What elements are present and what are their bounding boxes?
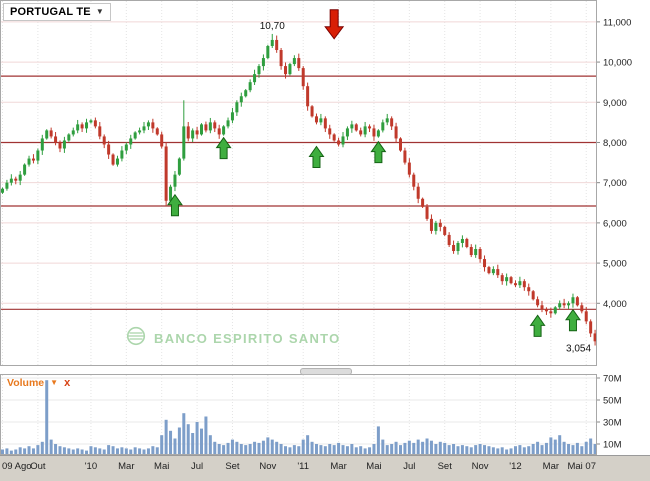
svg-text:Jul: Jul [403, 461, 415, 472]
svg-text:Set: Set [225, 461, 240, 472]
svg-text:5,000: 5,000 [603, 259, 627, 270]
x-axis-strip [0, 455, 650, 481]
svg-text:4,000: 4,000 [603, 299, 627, 310]
svg-text:30M: 30M [603, 418, 622, 429]
svg-text:Jul: Jul [191, 461, 203, 472]
svg-text:Mai: Mai [154, 461, 169, 472]
svg-text:8,000: 8,000 [603, 138, 627, 149]
volume-panel-title[interactable]: Volume [7, 377, 45, 389]
price-axis: 11,000 10,000 9,000 8,000 7,000 6,000 5,000 4,0… [597, 17, 632, 451]
volume-pane-border [0, 374, 597, 455]
up-arrow-icon [565, 308, 581, 332]
down-arrow-icon [324, 9, 345, 40]
instrument-selector[interactable]: PORTUGAL TE ▼ [3, 3, 111, 21]
chevron-down-icon: ▼ [95, 7, 104, 16]
volume-series [1, 380, 597, 455]
svg-text:Mai: Mai [366, 461, 381, 472]
svg-text:6,000: 6,000 [603, 218, 627, 229]
svg-text:Mar: Mar [543, 461, 559, 472]
volume-gridlines [1, 377, 596, 445]
svg-text:Mar: Mar [118, 461, 134, 472]
svg-text:Nov: Nov [472, 461, 489, 472]
svg-text:'11: '11 [297, 461, 309, 472]
buy-signal-arrows [167, 136, 581, 337]
up-arrow-icon [370, 140, 387, 164]
chevron-down-icon[interactable]: ▼ [50, 378, 59, 387]
up-arrow-icon [529, 314, 546, 337]
peak-price-label: 10,70 [260, 21, 285, 32]
instrument-name: PORTUGAL TE [10, 6, 91, 18]
last-price-label: 3,054 [566, 343, 591, 354]
svg-text:50M: 50M [603, 396, 622, 407]
svg-text:10,000: 10,000 [603, 58, 632, 69]
svg-text:11,000: 11,000 [603, 17, 631, 28]
svg-text:7,000: 7,000 [603, 178, 627, 189]
bank-logo-icon [126, 326, 146, 351]
candlestick-series [1, 33, 597, 346]
up-arrow-icon [308, 145, 325, 168]
svg-text:9,000: 9,000 [603, 98, 627, 109]
price-pane-border [0, 0, 597, 366]
volume-panel-header: Volume ▼ x [7, 377, 70, 389]
pane-splitter-handle[interactable] [300, 368, 352, 375]
svg-text:'12: '12 [509, 461, 521, 472]
svg-text:10M: 10M [603, 440, 622, 451]
bank-watermark-text: BANCO ESPIRITO SANTO [154, 331, 341, 346]
close-icon[interactable]: x [64, 376, 71, 389]
svg-text:Out: Out [30, 461, 46, 472]
svg-text:Mar: Mar [330, 461, 346, 472]
up-arrow-icon [167, 193, 183, 217]
up-arrow-icon [215, 136, 232, 160]
bank-watermark: BANCO ESPIRITO SANTO [126, 326, 341, 351]
svg-text:Nov: Nov [259, 461, 276, 472]
svg-text:09 Ago: 09 Ago [2, 461, 32, 472]
svg-text:Set: Set [438, 461, 453, 472]
support-resistance-lines [1, 75, 596, 310]
svg-text:Mai 07: Mai 07 [567, 461, 596, 472]
svg-text:70M: 70M [603, 374, 622, 385]
svg-text:'10: '10 [85, 461, 97, 472]
